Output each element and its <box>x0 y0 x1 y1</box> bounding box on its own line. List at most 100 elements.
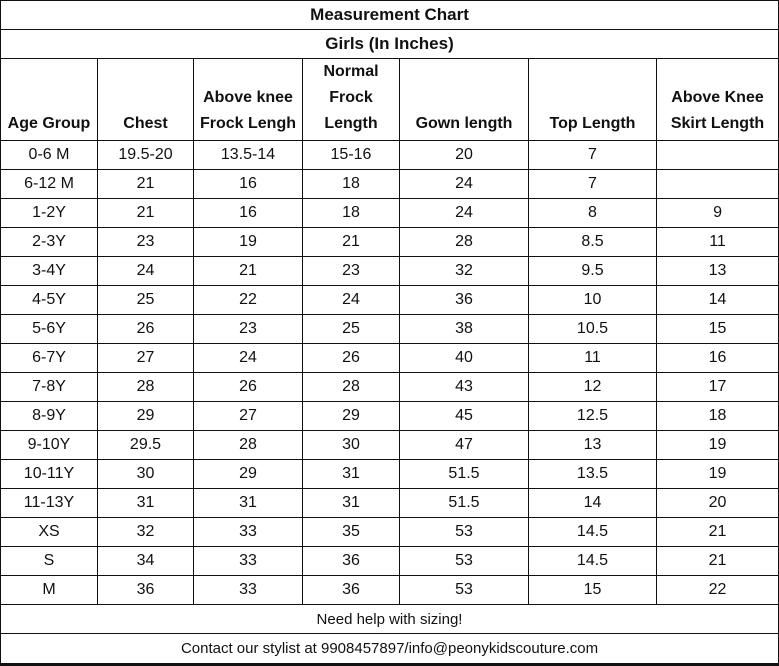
measurement-cell: 24 <box>302 285 400 315</box>
measurement-cell: 11 <box>655 227 779 257</box>
measurement-cell: 19 <box>193 227 303 257</box>
measurement-cell: 23 <box>193 314 303 344</box>
measurement-cell: 16 <box>193 198 303 228</box>
column-header-line: Above Knee <box>671 89 764 106</box>
age-group-cell: 2-3Y <box>0 227 98 257</box>
measurement-cell: 14.5 <box>528 546 657 576</box>
measurement-cell: 12.5 <box>528 401 657 431</box>
measurement-cell: 25 <box>302 314 400 344</box>
column-header-line: Above knee <box>203 89 293 106</box>
header-row: Age Group Chest Above knee Frock Lengh Norma… <box>0 58 779 141</box>
measurement-cell: 38 <box>399 314 529 344</box>
column-header-line: Chest <box>123 115 168 132</box>
measurement-cell: 32 <box>399 256 529 286</box>
measurement-cell: 43 <box>399 372 529 402</box>
table-row: 3-4Y 24 21 23 32 9.5 13 <box>0 256 779 286</box>
measurement-cell: 24 <box>97 256 194 286</box>
measurement-cell: 32 <box>97 517 194 547</box>
measurement-cell: 28 <box>193 430 303 460</box>
table-row: 11-13Y 31 31 31 51.5 14 20 <box>0 488 779 518</box>
measurement-cell: 27 <box>97 343 194 373</box>
measurement-cell: 14 <box>655 285 779 315</box>
measurement-cell: 21 <box>302 227 400 257</box>
measurement-cell: 9.5 <box>528 256 657 286</box>
measurement-cell: 34 <box>97 546 194 576</box>
age-group-cell: 10-11Y <box>0 459 98 489</box>
measurement-cell: 13 <box>528 430 657 460</box>
age-group-cell: 3-4Y <box>0 256 98 286</box>
column-header: Top Length <box>528 58 657 141</box>
table-row: 7-8Y 28 26 28 43 12 17 <box>0 372 779 402</box>
help-text: Need help with sizing! <box>0 604 779 634</box>
measurement-cell: 8 <box>528 198 657 228</box>
measurement-cell: 11 <box>528 343 657 373</box>
table-row: M 36 33 36 53 15 22 <box>0 575 779 605</box>
measurement-cell: 28 <box>97 372 194 402</box>
measurement-cell: 31 <box>302 488 400 518</box>
measurement-cell: 29 <box>97 401 194 431</box>
age-group-cell: S <box>0 546 98 576</box>
measurement-cell: 14.5 <box>528 517 657 547</box>
age-group-cell: 1-2Y <box>0 198 98 228</box>
measurement-cell: 10 <box>528 285 657 315</box>
table-row: 1-2Y 21 16 18 24 8 9 <box>0 198 779 228</box>
measurement-cell: 30 <box>97 459 194 489</box>
column-header-line: Top Length <box>549 115 636 132</box>
measurement-cell: 13.5-14 <box>193 140 303 170</box>
table-row: S 34 33 36 53 14.5 21 <box>0 546 779 576</box>
measurement-cell: 53 <box>399 517 529 547</box>
contact-text: Contact our stylist at 9908457897/info@p… <box>0 633 779 666</box>
measurement-cell: 40 <box>399 343 529 373</box>
table-row: 6-7Y 27 24 26 40 11 16 <box>0 343 779 373</box>
measurement-cell: 29 <box>302 401 400 431</box>
measurement-cell: 35 <box>302 517 400 547</box>
measurement-cell: 15-16 <box>302 140 400 170</box>
measurement-cell: 30 <box>302 430 400 460</box>
measurement-cell: 21 <box>193 256 303 286</box>
measurement-cell: 51.5 <box>399 488 529 518</box>
column-header-line: Age Group <box>7 115 91 132</box>
table-row: 9-10Y 29.5 28 30 47 13 19 <box>0 430 779 460</box>
measurement-cell: 8.5 <box>528 227 657 257</box>
measurement-cell: 7 <box>528 140 657 170</box>
measurement-cell: 31 <box>97 488 194 518</box>
measurement-cell: 31 <box>302 459 400 489</box>
measurement-cell: 10.5 <box>528 314 657 344</box>
measurement-cell: 53 <box>399 546 529 576</box>
measurement-cell: 51.5 <box>399 459 529 489</box>
age-group-cell: 6-7Y <box>0 343 98 373</box>
measurement-cell: 36 <box>399 285 529 315</box>
age-group-cell: 6-12 M <box>0 169 98 199</box>
measurement-cell: 33 <box>193 575 303 605</box>
measurement-cell: 19.5-20 <box>97 140 194 170</box>
column-header-line: Gown length <box>415 115 513 132</box>
measurement-cell: 26 <box>193 372 303 402</box>
measurement-cell: 24 <box>399 198 529 228</box>
measurement-cell: 12 <box>528 372 657 402</box>
measurement-cell: 28 <box>399 227 529 257</box>
measurement-cell: 17 <box>655 372 779 402</box>
measurement-cell: 28 <box>302 372 400 402</box>
measurement-cell: 29 <box>193 459 303 489</box>
measurement-cell: 13.5 <box>528 459 657 489</box>
chart-subtitle: Girls (In Inches) <box>0 29 779 59</box>
measurement-cell: 16 <box>193 169 303 199</box>
measurement-cell: 53 <box>399 575 529 605</box>
column-header-line: Normal <box>323 63 379 80</box>
measurement-cell: 20 <box>655 488 779 518</box>
table-row: 10-11Y 30 29 31 51.5 13.5 19 <box>0 459 779 489</box>
measurement-cell: 25 <box>97 285 194 315</box>
chart-title: Measurement Chart <box>0 0 779 30</box>
age-group-cell: 0-6 M <box>0 140 98 170</box>
age-group-cell: 9-10Y <box>0 430 98 460</box>
column-header-line: Frock <box>329 89 373 106</box>
measurement-cell: 22 <box>655 575 779 605</box>
measurement-cell: 21 <box>97 169 194 199</box>
column-header-line: Frock Lengh <box>199 115 296 132</box>
measurement-cell: 47 <box>399 430 529 460</box>
measurement-cell: 26 <box>302 343 400 373</box>
table-row: 4-5Y 25 22 24 36 10 14 <box>0 285 779 315</box>
measurement-cell: 14 <box>528 488 657 518</box>
column-header-line: Skirt Length <box>670 115 765 132</box>
